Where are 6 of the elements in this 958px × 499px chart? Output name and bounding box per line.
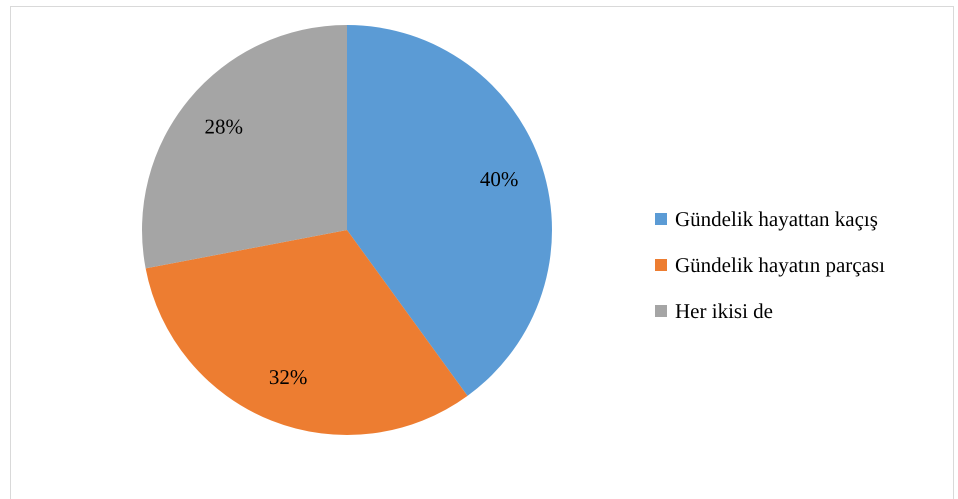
data-label: 40% bbox=[480, 167, 518, 192]
legend-label: Her ikisi de bbox=[675, 298, 773, 324]
data-label: 28% bbox=[204, 114, 244, 139]
legend-label: Gündelik hayattan kaçış bbox=[675, 206, 878, 232]
data-label: 32% bbox=[268, 365, 308, 390]
legend-label: Gündelik hayatın parçası bbox=[675, 252, 885, 278]
